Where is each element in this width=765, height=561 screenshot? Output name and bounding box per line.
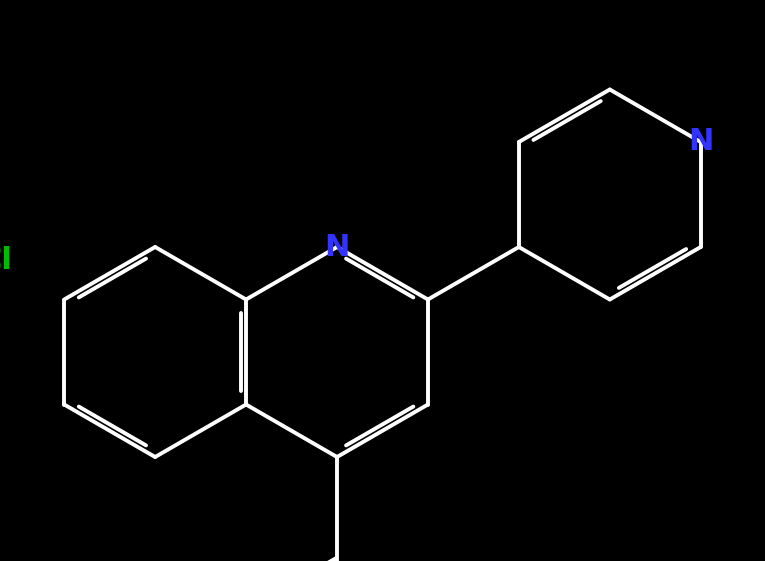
Text: N: N	[324, 232, 350, 261]
Text: Cl: Cl	[0, 246, 12, 275]
Text: N: N	[688, 127, 714, 157]
